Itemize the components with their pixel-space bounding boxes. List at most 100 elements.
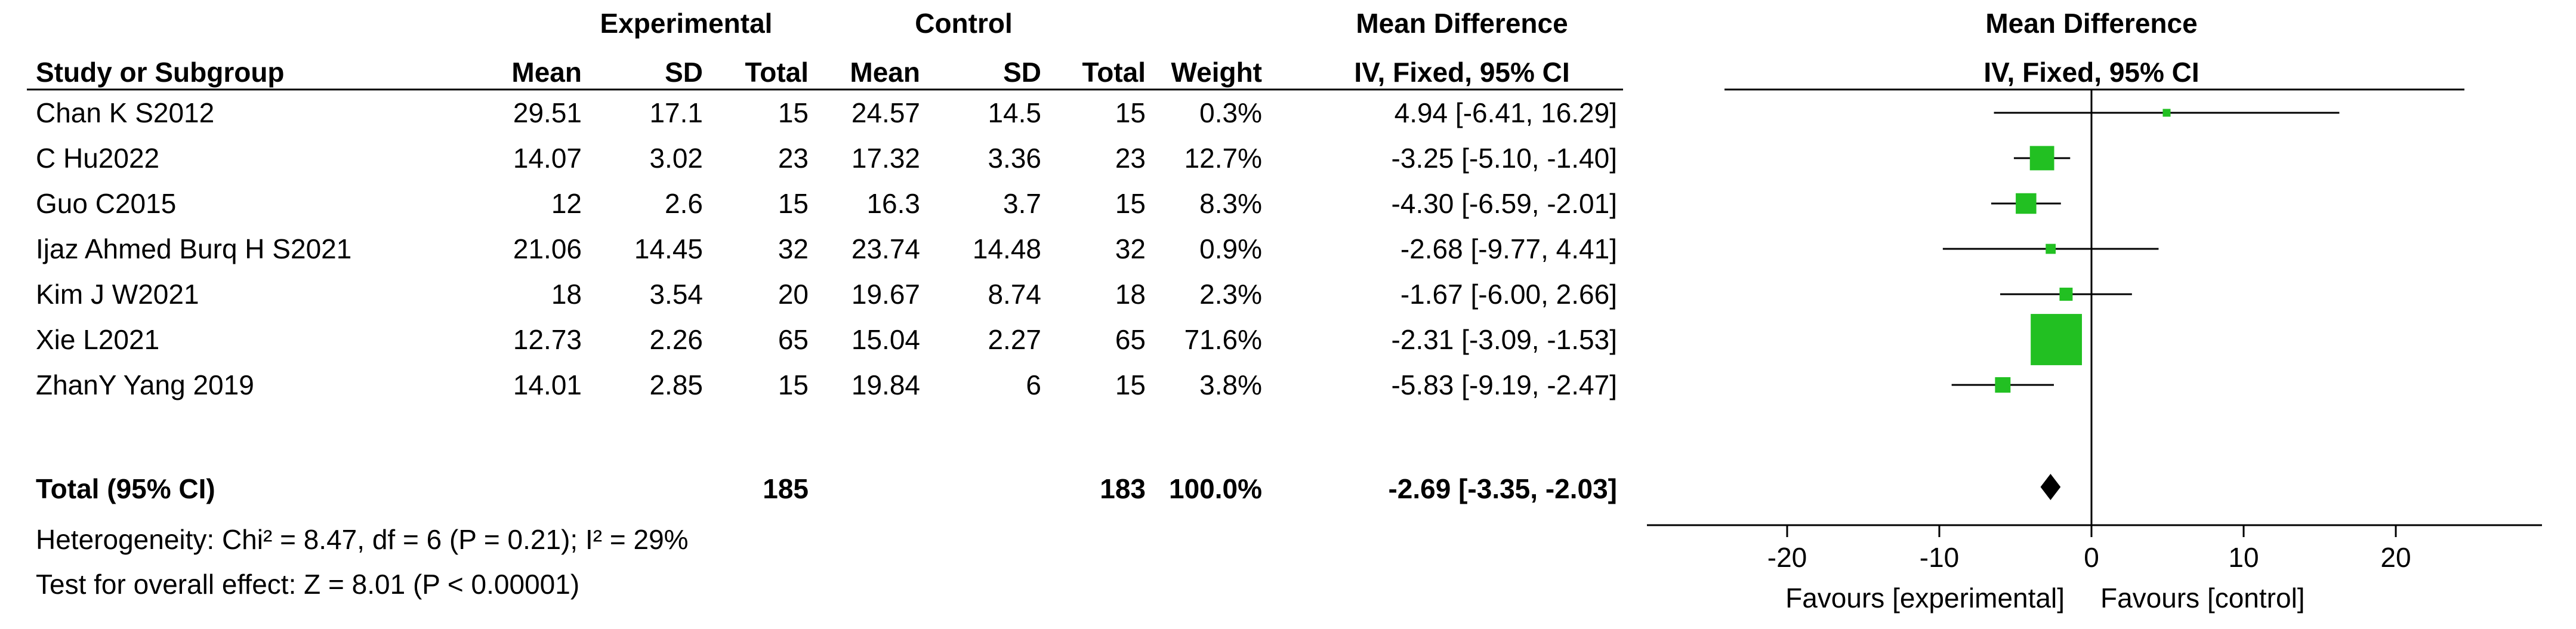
plot-area: -20 -10 0 10 20 Favours [experimental] Favou… [1647, 90, 2542, 613]
ctrl-mean-header: Mean [850, 57, 920, 88]
exp-total: 32 [778, 233, 809, 264]
effect-square [2016, 193, 2037, 214]
exp-total-header: Total [745, 57, 809, 88]
ctrl-mean: 16.3 [866, 188, 920, 219]
ctrl-sd: 3.36 [988, 143, 1041, 174]
ctrl-mean: 19.67 [852, 279, 920, 310]
ci-header: IV, Fixed, 95% CI [1354, 57, 1569, 88]
ctrl-sd: 2.27 [988, 324, 1041, 355]
ci-text: -2.31 [-3.09, -1.53] [1392, 324, 1617, 355]
table-row: Chan K S2012 29.51 17.1 15 24.57 14.5 15 0.3% 4.… [36, 97, 1617, 128]
ctrl-total-header: Total [1082, 57, 1146, 88]
weight: 8.3% [1199, 188, 1262, 219]
ctrl-total: 15 [1115, 188, 1146, 219]
experimental-group-header: Experimental [600, 8, 773, 39]
exp-sd: 3.02 [649, 143, 703, 174]
exp-mean: 21.06 [513, 233, 582, 264]
total-label: Total (95% CI) [36, 473, 215, 504]
ctrl-sd: 8.74 [988, 279, 1041, 310]
x-tick-label: -10 [1920, 542, 1959, 573]
study-name: Kim J W2021 [36, 279, 199, 310]
ci-text: -3.25 [-5.10, -1.40] [1392, 143, 1617, 174]
exp-total: 15 [778, 369, 809, 400]
exp-mean: 12.73 [513, 324, 582, 355]
table-row: Kim J W2021 18 3.54 20 19.67 8.74 18 2.3% -1.67 … [36, 279, 1617, 310]
exp-sd: 3.54 [649, 279, 703, 310]
total-weight: 100.0% [1169, 473, 1262, 504]
study-rows: Chan K S2012 29.51 17.1 15 24.57 14.5 15 0.3% 4.… [36, 97, 1617, 400]
weight: 0.3% [1199, 97, 1262, 128]
exp-total: 23 [778, 143, 809, 174]
total-exp-total: 185 [763, 473, 809, 504]
ctrl-total: 23 [1115, 143, 1146, 174]
exp-sd-header: SD [665, 57, 703, 88]
total-diamond [2040, 474, 2061, 500]
ctrl-sd: 14.5 [988, 97, 1041, 128]
exp-sd: 2.85 [649, 369, 703, 400]
effect-square [2031, 314, 2083, 365]
exp-sd: 2.26 [649, 324, 703, 355]
ctrl-mean: 19.84 [852, 369, 920, 400]
exp-sd: 2.6 [665, 188, 703, 219]
ci-text: -1.67 [-6.00, 2.66] [1400, 279, 1617, 310]
x-axis-ticks: -20 -10 0 10 20 [1767, 525, 2411, 573]
exp-sd: 17.1 [649, 97, 703, 128]
ci-text: -5.83 [-9.19, -2.47] [1392, 369, 1617, 400]
exp-sd: 14.45 [634, 233, 703, 264]
x-tick-label: -20 [1767, 542, 1807, 573]
exp-mean: 14.07 [513, 143, 582, 174]
exp-total: 15 [778, 188, 809, 219]
md-table-header: Mean Difference [1356, 8, 1568, 39]
weight: 71.6% [1184, 324, 1262, 355]
ctrl-total: 32 [1115, 233, 1146, 264]
table-row: Guo C2015 12 2.6 15 16.3 3.7 15 8.3% -4.30 [-6.5… [36, 188, 1617, 219]
ctrl-total: 15 [1115, 369, 1146, 400]
weight-header: Weight [1171, 57, 1262, 88]
ctrl-sd: 3.7 [1003, 188, 1041, 219]
total-ctrl-total: 183 [1100, 473, 1146, 504]
study-name: Chan K S2012 [36, 97, 214, 128]
ctrl-sd: 14.48 [973, 233, 1041, 264]
study-name: Xie L2021 [36, 324, 159, 355]
table-row: Ijaz Ahmed Burq H S2021 21.06 14.45 32 23.74… [36, 233, 1617, 264]
ctrl-mean: 15.04 [852, 324, 920, 355]
favours-right-label: Favours [control] [2100, 582, 2305, 613]
x-tick-label: 20 [2380, 542, 2411, 573]
exp-total: 20 [778, 279, 809, 310]
exp-mean-header: Mean [511, 57, 582, 88]
weight: 3.8% [1199, 369, 1262, 400]
study-column-header: Study or Subgroup [36, 57, 285, 88]
control-group-header: Control [915, 8, 1013, 39]
x-tick-label: 10 [2228, 542, 2259, 573]
study-name: Guo C2015 [36, 188, 176, 219]
effect-square [2059, 288, 2073, 301]
heterogeneity-text: Heterogeneity: Chi² = 8.47, df = 6 (P = … [36, 524, 689, 555]
exp-mean: 18 [551, 279, 582, 310]
exp-mean: 29.51 [513, 97, 582, 128]
total-ci-text: -2.69 [-3.35, -2.03] [1388, 473, 1617, 504]
study-marks [1942, 109, 2340, 393]
exp-mean: 12 [551, 188, 582, 219]
effect-square [2046, 243, 2056, 254]
table-row: C Hu2022 14.07 3.02 23 17.32 3.36 23 12.7% -3.25… [36, 143, 1617, 174]
ctrl-sd-header: SD [1003, 57, 1041, 88]
x-tick-label: 0 [2084, 542, 2099, 573]
overall-effect-text: Test for overall effect: Z = 8.01 (P < 0… [36, 569, 579, 600]
study-name: Ijaz Ahmed Burq H S2021 [36, 233, 351, 264]
ctrl-total: 65 [1115, 324, 1146, 355]
study-name: C Hu2022 [36, 143, 159, 174]
exp-mean: 14.01 [513, 369, 582, 400]
ctrl-total: 18 [1115, 279, 1146, 310]
ci-text: 4.94 [-6.41, 16.29] [1395, 97, 1617, 128]
weight: 12.7% [1184, 143, 1262, 174]
exp-total: 65 [778, 324, 809, 355]
weight: 0.9% [1199, 233, 1262, 264]
table-row: Xie L2021 12.73 2.26 65 15.04 2.27 65 71.6% -2.3… [36, 324, 1617, 355]
ci-text: -2.68 [-9.77, 4.41] [1400, 233, 1617, 264]
effect-square [1995, 377, 2011, 393]
ci-text: -4.30 [-6.59, -2.01] [1392, 188, 1617, 219]
plot-ci-header: IV, Fixed, 95% CI [1983, 57, 2199, 88]
ctrl-mean: 17.32 [852, 143, 920, 174]
ctrl-total: 15 [1115, 97, 1146, 128]
